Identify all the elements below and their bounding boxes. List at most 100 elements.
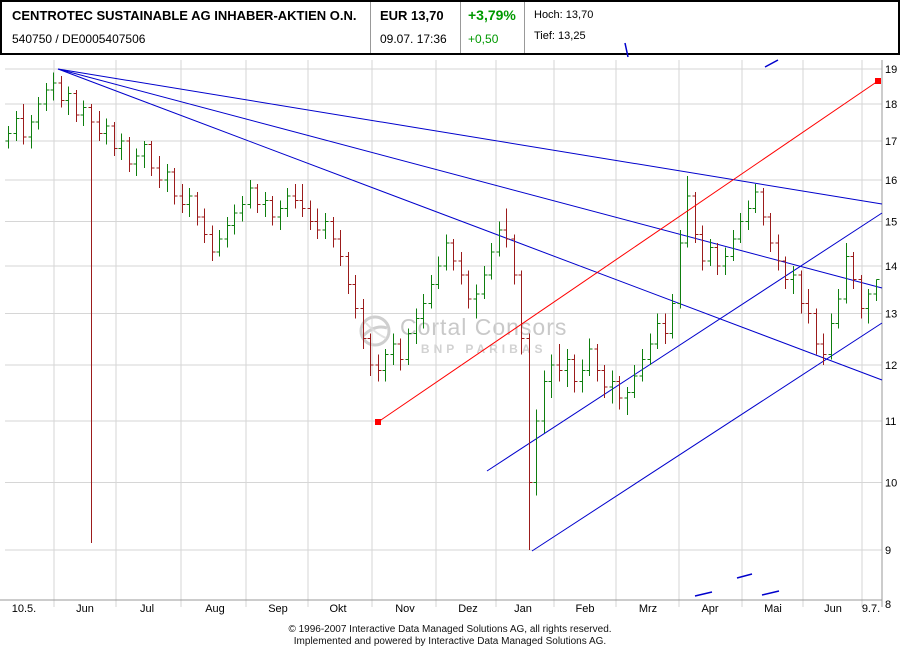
ohlc-bar	[80, 100, 87, 126]
ohlc-bar	[216, 230, 223, 257]
x-tick-label: Nov	[395, 603, 415, 615]
ohlc-bar	[5, 125, 12, 149]
y-tick-label: 8	[885, 599, 891, 611]
change-absolute: +0,50	[468, 32, 499, 46]
globe-icon	[358, 314, 392, 353]
ohlc-bar	[194, 192, 201, 226]
x-tick-label: Jan	[514, 603, 532, 615]
ohlc-bar	[239, 196, 246, 222]
ohlc-bar	[458, 252, 465, 285]
blue-trendline	[57, 68, 883, 205]
trendline-handle[interactable]	[375, 419, 381, 425]
ohlc-bar	[314, 208, 321, 239]
instrument-title: CENTROTEC SUSTAINABLE AG INHABER-AKTIEN …	[12, 8, 357, 23]
header-separator	[460, 2, 461, 53]
ohlc-bar	[767, 212, 774, 253]
ohlc-bar	[397, 338, 404, 371]
ohlc-bar	[669, 293, 676, 339]
blue-trendline	[531, 322, 883, 552]
ohlc-bar	[375, 354, 382, 382]
ohlc-bar	[564, 349, 571, 387]
x-tick-label: Aug	[205, 603, 225, 615]
ohlc-bar	[96, 111, 103, 141]
ohlc-bar	[798, 270, 805, 314]
x-tick-label: Sep	[268, 603, 288, 615]
y-tick-label: 19	[885, 64, 897, 76]
ohlc-bar	[65, 86, 72, 115]
ohlc-bar	[730, 230, 737, 262]
ohlc-bar	[548, 354, 555, 399]
watermark-sub: BNP PARIBAS	[420, 342, 547, 356]
copyright-line2: Implemented and powered by Interactive D…	[293, 636, 607, 647]
ohlc-bar	[533, 409, 540, 496]
ohlc-bar	[50, 72, 57, 101]
ohlc-bar	[126, 137, 133, 172]
ohlc-bar	[382, 349, 389, 382]
x-tick-label: Dez	[458, 603, 478, 615]
ohlc-bar	[850, 252, 857, 290]
ohlc-bar	[299, 183, 306, 218]
ohlc-bar	[20, 104, 27, 145]
day-high: Hoch: 13,70	[534, 9, 594, 21]
ohlc-bar	[201, 208, 208, 244]
trendline-handle[interactable]	[875, 78, 881, 84]
copyright-footer: © 1996-2007 Interactive Data Managed Sol…	[0, 624, 900, 648]
ohlc-bar	[707, 238, 714, 266]
ohlc-bar	[231, 204, 238, 235]
ohlc-bar	[171, 167, 178, 205]
ohlc-bar	[247, 179, 254, 209]
ohlc-bar	[662, 313, 669, 344]
ohlc-bar	[330, 217, 337, 248]
x-tick-label: Apr	[701, 603, 718, 615]
ohlc-bar	[428, 275, 435, 309]
watermark: Cortal Consors BNP PARIBAS	[358, 314, 567, 356]
ohlc-bar	[360, 298, 367, 350]
ohlc-bar	[352, 275, 359, 319]
ohlc-bar	[699, 225, 706, 271]
ohlc-bar	[647, 333, 654, 365]
x-tick-label: Okt	[329, 603, 346, 615]
ohlc-bar	[224, 217, 231, 248]
y-tick-label: 18	[885, 99, 897, 111]
ohlc-bar	[639, 349, 646, 382]
x-tick-label: Mai	[764, 603, 782, 615]
ohlc-bar	[684, 175, 691, 248]
ohlc-bar	[28, 114, 35, 149]
ohlc-bar	[43, 82, 50, 112]
ohlc-bar	[465, 270, 472, 309]
header-separator	[524, 2, 525, 53]
ohlc-bar	[586, 338, 593, 376]
ohlc-bar	[760, 187, 767, 226]
ohlc-bar	[322, 212, 329, 239]
quote-timestamp: 09.07. 17:36	[380, 32, 447, 46]
ohlc-bar	[805, 289, 812, 324]
y-tick-label: 10	[885, 477, 897, 489]
ohlc-bar	[835, 289, 842, 329]
red-trendline[interactable]	[377, 80, 879, 423]
blue-trendlines	[57, 68, 883, 552]
ohlc-bar	[790, 265, 797, 294]
ohlc-bar	[820, 333, 827, 365]
ohlc-bar	[277, 200, 284, 231]
ohlc-bar	[481, 265, 488, 299]
blue-trendline	[486, 212, 883, 472]
ohlc-bar	[579, 359, 586, 393]
ohlc-bar	[745, 200, 752, 231]
ohlc-bar	[13, 111, 20, 141]
ohlc-bar	[616, 375, 623, 410]
ohlc-bar	[292, 183, 299, 209]
ohlc-bar	[88, 104, 95, 544]
x-tick-label: Mrz	[639, 603, 657, 615]
change-percent: +3,79%	[468, 7, 516, 23]
blue-trendline	[57, 68, 883, 289]
x-tick-label: 9.7.	[862, 603, 880, 615]
x-tick-label: Jul	[140, 603, 154, 615]
ohlc-bar	[843, 243, 850, 304]
ohlc-bar	[752, 183, 759, 213]
blue-trendline	[57, 68, 883, 381]
ohlc-bar	[488, 243, 495, 280]
quote-header: CENTROTEC SUSTAINABLE AG INHABER-AKTIEN …	[0, 0, 900, 55]
ohlc-bar	[450, 238, 457, 271]
ohlc-bar	[164, 163, 171, 193]
